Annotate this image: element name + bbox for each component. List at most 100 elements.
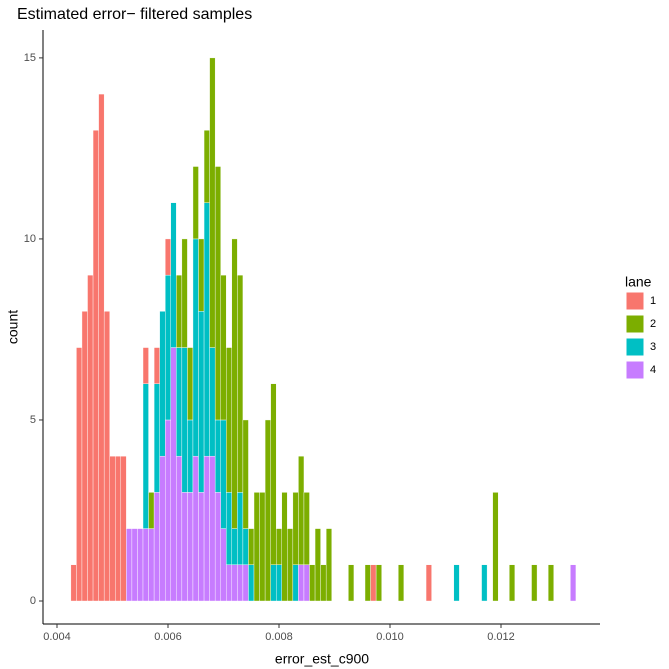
bar — [264, 419, 271, 602]
bar — [237, 492, 244, 565]
bar — [242, 528, 249, 565]
bar — [209, 455, 216, 602]
bar — [237, 274, 244, 493]
bar — [176, 347, 183, 457]
bar — [248, 528, 255, 565]
bar — [153, 347, 160, 384]
bar — [165, 274, 171, 421]
bar — [170, 202, 177, 348]
bar — [126, 528, 133, 602]
bar — [292, 564, 299, 602]
bar — [570, 564, 577, 602]
legend-swatch — [625, 291, 645, 311]
bar — [76, 347, 83, 602]
bar — [198, 492, 205, 602]
bar — [242, 419, 249, 529]
y-tick-label: 5 — [30, 414, 36, 426]
bar — [148, 492, 155, 529]
legend-label: 1 — [650, 295, 656, 307]
bar — [531, 564, 538, 602]
bar — [220, 528, 227, 602]
bar — [226, 492, 233, 565]
bar — [165, 419, 171, 602]
bar — [231, 238, 238, 529]
bar — [214, 492, 221, 602]
bar — [298, 455, 305, 565]
bar — [98, 93, 105, 602]
x-axis-label: error_est_c900 — [275, 651, 369, 667]
x-tick-label: 0.006 — [154, 631, 182, 643]
bar — [226, 347, 233, 493]
bar — [181, 238, 188, 348]
bar — [231, 564, 238, 602]
legend-label: 2 — [650, 318, 656, 330]
bar — [547, 564, 554, 602]
legend-label: 3 — [650, 341, 656, 353]
bar — [298, 564, 305, 602]
bar — [276, 528, 282, 565]
bar — [303, 492, 310, 565]
bar — [370, 564, 377, 602]
bar — [142, 528, 149, 602]
bar — [325, 528, 332, 602]
bar — [120, 455, 127, 602]
bar — [115, 455, 122, 602]
bar — [81, 311, 88, 602]
bar — [364, 564, 371, 602]
bar — [187, 347, 194, 421]
bar — [137, 528, 144, 602]
y-tick-label: 0 — [30, 595, 36, 607]
bar — [375, 564, 382, 602]
bar — [109, 455, 116, 602]
bar — [203, 455, 210, 602]
bar — [170, 347, 177, 602]
x-tick-label: 0.004 — [43, 631, 71, 643]
bar — [131, 528, 138, 602]
bar — [159, 455, 166, 602]
bar — [314, 528, 321, 602]
bar — [192, 455, 199, 602]
bar — [198, 311, 205, 493]
bar — [248, 564, 255, 602]
bar — [237, 564, 244, 602]
bar — [492, 492, 499, 602]
bar — [103, 311, 110, 602]
y-tick-label: 15 — [24, 52, 36, 64]
bar — [209, 347, 216, 457]
bar — [509, 564, 516, 602]
bar — [92, 130, 99, 602]
bar — [220, 419, 227, 529]
bar — [187, 419, 194, 493]
bar — [203, 202, 210, 457]
bar — [425, 564, 432, 602]
bar — [242, 564, 249, 602]
bar — [292, 492, 299, 565]
y-axis-label: count — [5, 310, 21, 344]
bar — [220, 274, 227, 421]
bar — [159, 311, 166, 457]
bar — [153, 492, 160, 602]
bar — [187, 492, 194, 602]
bar — [148, 528, 155, 602]
bar — [209, 57, 216, 348]
bar — [153, 383, 160, 493]
bar — [176, 455, 183, 602]
bar — [198, 238, 205, 312]
bar — [270, 564, 277, 602]
bar — [259, 492, 266, 602]
bar — [181, 347, 188, 493]
bar — [398, 564, 405, 602]
bar — [214, 166, 221, 421]
legend-swatch — [625, 360, 645, 380]
bar — [192, 238, 199, 457]
bar — [348, 564, 355, 602]
bar — [176, 274, 183, 348]
bar — [303, 564, 310, 602]
bar — [87, 274, 94, 602]
bar — [203, 130, 210, 203]
bar — [320, 564, 327, 602]
bar — [287, 528, 294, 602]
bar — [453, 564, 460, 602]
bar — [142, 383, 149, 529]
